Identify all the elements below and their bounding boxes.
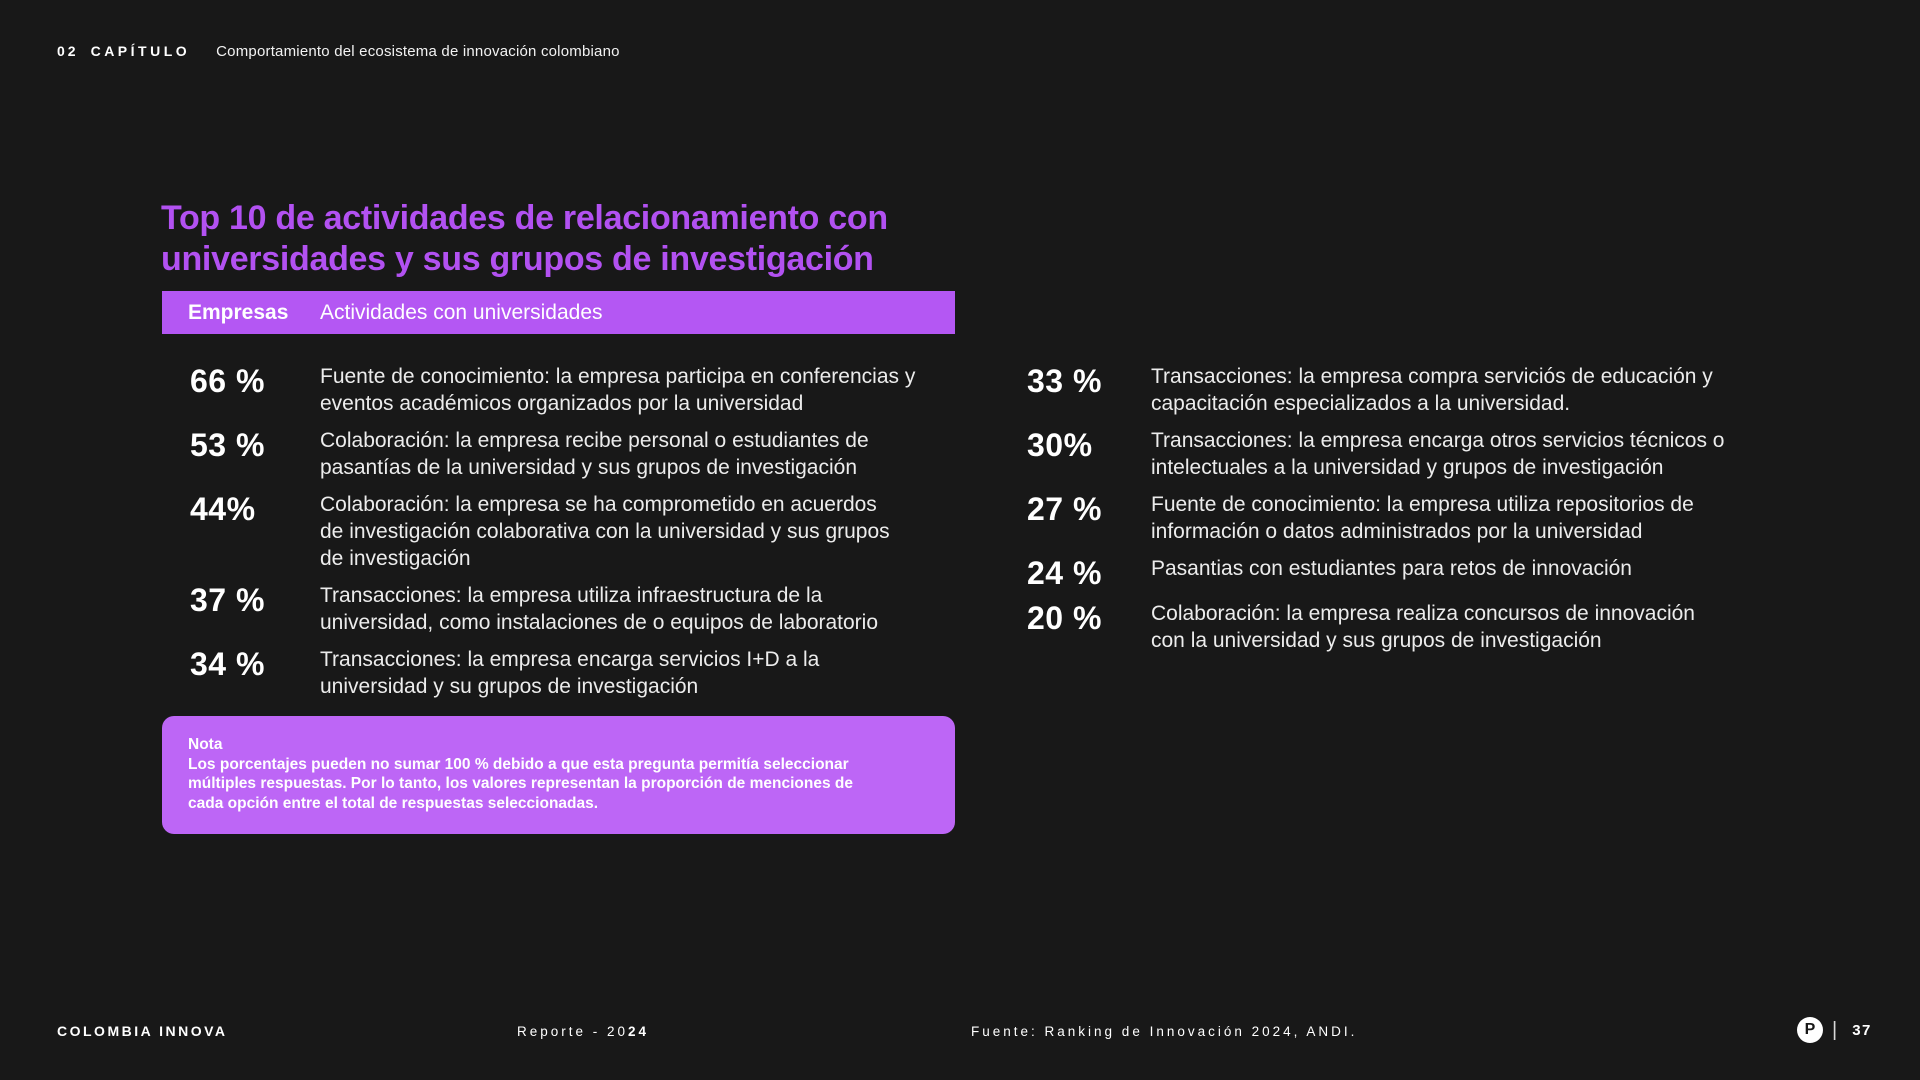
- chapter-title: Comportamiento del ecosistema de innovac…: [216, 43, 620, 60]
- stat-description: Transacciones: la empresa encarga servic…: [320, 648, 820, 698]
- stat-description: Colaboración: la empresa se ha compromet…: [320, 493, 890, 570]
- footer-divider: |: [1832, 1018, 1838, 1041]
- footer-report-year: 24: [628, 1024, 650, 1039]
- chapter-header: 02 CAPÍTULO Comportamiento del ecosistem…: [57, 43, 620, 60]
- stat-description: Colaboración: la empresa recibe personal…: [320, 429, 869, 479]
- stat-value: 27 %: [1027, 491, 1102, 527]
- stat-row: 37 % Transacciones: la empresa utiliza i…: [190, 582, 980, 636]
- stat-description: Fuente de conocimiento: la empresa utili…: [1151, 493, 1694, 543]
- stat-row: 20 % Colaboración: la empresa realiza co…: [1027, 600, 1791, 654]
- note-box: Nota Los porcentajes pueden no sumar 100…: [162, 716, 955, 834]
- stat-row: 53 % Colaboración: la empresa recibe per…: [190, 427, 980, 481]
- note-body: Los porcentajes pueden no sumar 100 % de…: [188, 755, 853, 812]
- stat-description: Transacciones: la empresa compra servici…: [1151, 365, 1713, 415]
- note-title: Nota: [188, 736, 223, 753]
- table-header-activities: Actividades con universidades: [320, 300, 603, 324]
- stat-value: 66 %: [190, 363, 265, 399]
- stat-description: Pasantias con estudiantes para retos de …: [1151, 557, 1632, 580]
- stat-row: 33 % Transacciones: la empresa compra se…: [1027, 363, 1791, 417]
- stat-value: 34 %: [190, 646, 265, 682]
- footer-report-prefix: Reporte - 20: [517, 1024, 629, 1039]
- stat-row: 34 % Transacciones: la empresa encarga s…: [190, 646, 980, 700]
- table-header-bar: Empresas Actividades con universidades: [162, 291, 955, 334]
- page-title: Top 10 de actividades de relacionamiento…: [161, 199, 888, 278]
- footer-brand: COLOMBIA INNOVA: [57, 1023, 228, 1039]
- footer-report-label: Reporte - 2024: [517, 1024, 649, 1039]
- stat-description: Colaboración: la empresa realiza concurs…: [1151, 602, 1695, 652]
- stat-description: Transacciones: la empresa encarga otros …: [1151, 429, 1725, 479]
- chapter-number: 02: [57, 43, 79, 59]
- stat-value: 44%: [190, 491, 256, 527]
- stat-description: Fuente de conocimiento: la empresa parti…: [320, 365, 916, 415]
- stat-value: 53 %: [190, 427, 265, 463]
- stats-column-right: 33 % Transacciones: la empresa compra se…: [1027, 363, 1791, 654]
- stat-value: 30%: [1027, 427, 1093, 463]
- stat-row: 24 % Pasantias con estudiantes para reto…: [1027, 555, 1791, 590]
- stat-description: Transacciones: la empresa utiliza infrae…: [320, 584, 879, 634]
- stat-value: 20 %: [1027, 600, 1102, 636]
- stat-value: 37 %: [190, 582, 265, 618]
- stat-value: 33 %: [1027, 363, 1102, 399]
- stats-column-left: 66 % Fuente de conocimiento: la empresa …: [190, 363, 980, 700]
- chapter-label: CAPÍTULO: [90, 43, 191, 59]
- table-header-companies: Empresas: [188, 300, 289, 324]
- stat-row: 30% Transacciones: la empresa encarga ot…: [1027, 427, 1791, 481]
- stat-row: 27 % Fuente de conocimiento: la empresa …: [1027, 491, 1791, 545]
- p-logo-icon: P: [1797, 1017, 1823, 1043]
- stat-row: 44% Colaboración: la empresa se ha compr…: [190, 491, 980, 572]
- stat-value: 24 %: [1027, 555, 1102, 591]
- page-number: 37: [1852, 1021, 1872, 1039]
- stat-row: 66 % Fuente de conocimiento: la empresa …: [190, 363, 980, 417]
- footer-source: Fuente: Ranking de Innovación 2024, ANDI…: [971, 1024, 1358, 1039]
- footer-page-group: P | 37: [1797, 1017, 1872, 1043]
